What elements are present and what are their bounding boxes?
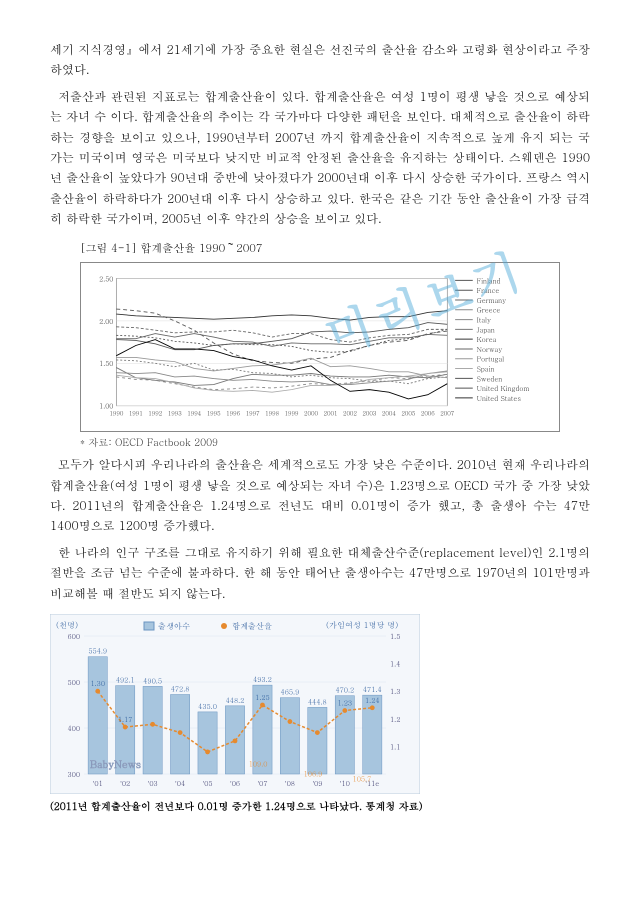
- svg-text:France: France: [477, 285, 500, 295]
- svg-text:1.25: 1.25: [255, 692, 270, 702]
- svg-text:109.0: 109.0: [249, 758, 268, 768]
- svg-text:1991: 1991: [129, 409, 143, 418]
- svg-text:2003: 2003: [362, 409, 376, 418]
- svg-text:Germany: Germany: [477, 295, 506, 305]
- svg-text:1992: 1992: [148, 409, 162, 418]
- svg-text:Korea: Korea: [477, 334, 497, 344]
- svg-text:1993: 1993: [168, 409, 182, 418]
- svg-text:1.24: 1.24: [365, 695, 380, 705]
- svg-text:Spain: Spain: [477, 364, 495, 374]
- svg-text:Italy: Italy: [477, 315, 491, 325]
- svg-text:472.8: 472.8: [171, 683, 190, 693]
- caption: (2011년 합계출산율이 전년보다 0.01명 증가한 1.24명으로 나타났…: [50, 798, 590, 815]
- svg-text:2007: 2007: [440, 409, 454, 418]
- paragraph-4: 한 나라의 인구 구조를 그대로 유지하기 위해 필요한 대체출산수준(repl…: [50, 543, 590, 604]
- chart1-container: [그림 4-1] 합계출산율 1990～2007 1.001.502.002.5…: [80, 240, 560, 452]
- svg-text:합계출산율: 합계출산율: [232, 621, 272, 632]
- svg-text:500: 500: [67, 677, 80, 687]
- svg-text:1999: 1999: [285, 409, 299, 418]
- svg-text:Norway: Norway: [477, 344, 503, 354]
- svg-text:1.17: 1.17: [118, 714, 133, 724]
- svg-text:'06: '06: [230, 778, 240, 788]
- svg-text:465.9: 465.9: [281, 687, 300, 697]
- svg-text:Japan: Japan: [477, 325, 495, 335]
- svg-text:1.23: 1.23: [338, 697, 353, 707]
- svg-text:'10: '10: [340, 778, 350, 788]
- svg-text:106.9: 106.9: [304, 769, 323, 779]
- svg-text:2001: 2001: [323, 409, 337, 418]
- svg-text:2.50: 2.50: [99, 274, 113, 284]
- svg-text:'09: '09: [312, 778, 322, 788]
- svg-text:1.3: 1.3: [390, 686, 400, 696]
- svg-text:Sweden: Sweden: [477, 373, 503, 383]
- chart2-svg: (천명) (가임여성 1명당 명) 300 400 500 600 1.1 1.2 1.3 1.4…: [50, 614, 420, 794]
- svg-text:1994: 1994: [187, 409, 201, 418]
- svg-text:493.2: 493.2: [253, 674, 272, 684]
- svg-text:Finland: Finland: [477, 276, 501, 286]
- svg-text:1998: 1998: [265, 409, 279, 418]
- svg-text:1.5: 1.5: [390, 631, 400, 641]
- chart2-container: (천명) (가임여성 1명당 명) 300 400 500 600 1.1 1.2 1.3 1.4…: [50, 614, 420, 794]
- paragraph-1: 세기 지식경영』에서 21세기에 가장 중요한 현실은 선진국의 출산율 감소와…: [50, 40, 590, 81]
- paragraph-3: 모두가 알다시피 우리나라의 출산율은 세계적으로도 가장 낮은 수준이다. 2…: [50, 455, 590, 537]
- chart1-source: * 자료: OECD Factbook 2009: [80, 434, 560, 451]
- svg-text:1.30: 1.30: [90, 678, 105, 688]
- svg-text:2005: 2005: [401, 409, 415, 418]
- svg-text:United States: United States: [477, 393, 522, 403]
- svg-text:471.4: 471.4: [363, 684, 382, 694]
- svg-text:400: 400: [67, 723, 80, 733]
- svg-text:490.5: 490.5: [143, 675, 162, 685]
- svg-text:470.2: 470.2: [335, 685, 354, 695]
- svg-text:300: 300: [67, 769, 80, 779]
- svg-text:BabyNews: BabyNews: [90, 757, 141, 771]
- svg-text:'04: '04: [175, 778, 185, 788]
- svg-text:'07: '07: [257, 778, 267, 788]
- svg-text:448.2: 448.2: [226, 695, 245, 705]
- svg-text:1.4: 1.4: [390, 659, 400, 669]
- svg-text:1.2: 1.2: [390, 714, 400, 724]
- svg-text:492.1: 492.1: [116, 675, 135, 685]
- paragraph-2: 저출산과 관련된 지표로는 합계출산율이 있다. 합계출산율은 여성 1명이 평…: [50, 87, 590, 230]
- svg-text:1995: 1995: [207, 409, 221, 418]
- chart1-svg: 1.001.502.002.50199019911992199319941995…: [85, 267, 555, 427]
- svg-text:435.0: 435.0: [198, 701, 217, 711]
- svg-text:444.8: 444.8: [308, 696, 327, 706]
- svg-text:2004: 2004: [382, 409, 396, 418]
- svg-text:1996: 1996: [226, 409, 240, 418]
- svg-text:105.7: 105.7: [353, 773, 372, 783]
- svg-text:1.1: 1.1: [390, 741, 400, 751]
- chart1-frame: 1.001.502.002.50199019911992199319941995…: [80, 262, 560, 432]
- svg-text:554.9: 554.9: [88, 646, 107, 656]
- svg-text:(천명): (천명): [56, 620, 78, 631]
- svg-text:1.50: 1.50: [99, 358, 113, 368]
- svg-text:'02: '02: [120, 778, 130, 788]
- svg-text:United Kingdom: United Kingdom: [477, 383, 530, 393]
- svg-text:600: 600: [67, 631, 80, 641]
- svg-text:'03: '03: [148, 778, 158, 788]
- svg-text:2006: 2006: [421, 409, 435, 418]
- chart1-title: [그림 4-1] 합계출산율 1990～2007: [80, 240, 560, 259]
- svg-text:2002: 2002: [343, 409, 357, 418]
- svg-text:'05: '05: [202, 778, 212, 788]
- svg-text:1997: 1997: [246, 409, 260, 418]
- svg-text:1990: 1990: [109, 409, 123, 418]
- svg-text:2000: 2000: [304, 409, 318, 418]
- svg-text:'01: '01: [93, 778, 103, 788]
- svg-text:2.00: 2.00: [99, 316, 113, 326]
- svg-text:'08: '08: [285, 778, 295, 788]
- svg-text:출생아수: 출생아수: [158, 621, 190, 632]
- svg-text:(가임여성 1명당 명): (가임여성 1명당 명): [326, 620, 398, 631]
- svg-text:Portugal: Portugal: [477, 354, 505, 364]
- svg-text:Greece: Greece: [477, 305, 501, 315]
